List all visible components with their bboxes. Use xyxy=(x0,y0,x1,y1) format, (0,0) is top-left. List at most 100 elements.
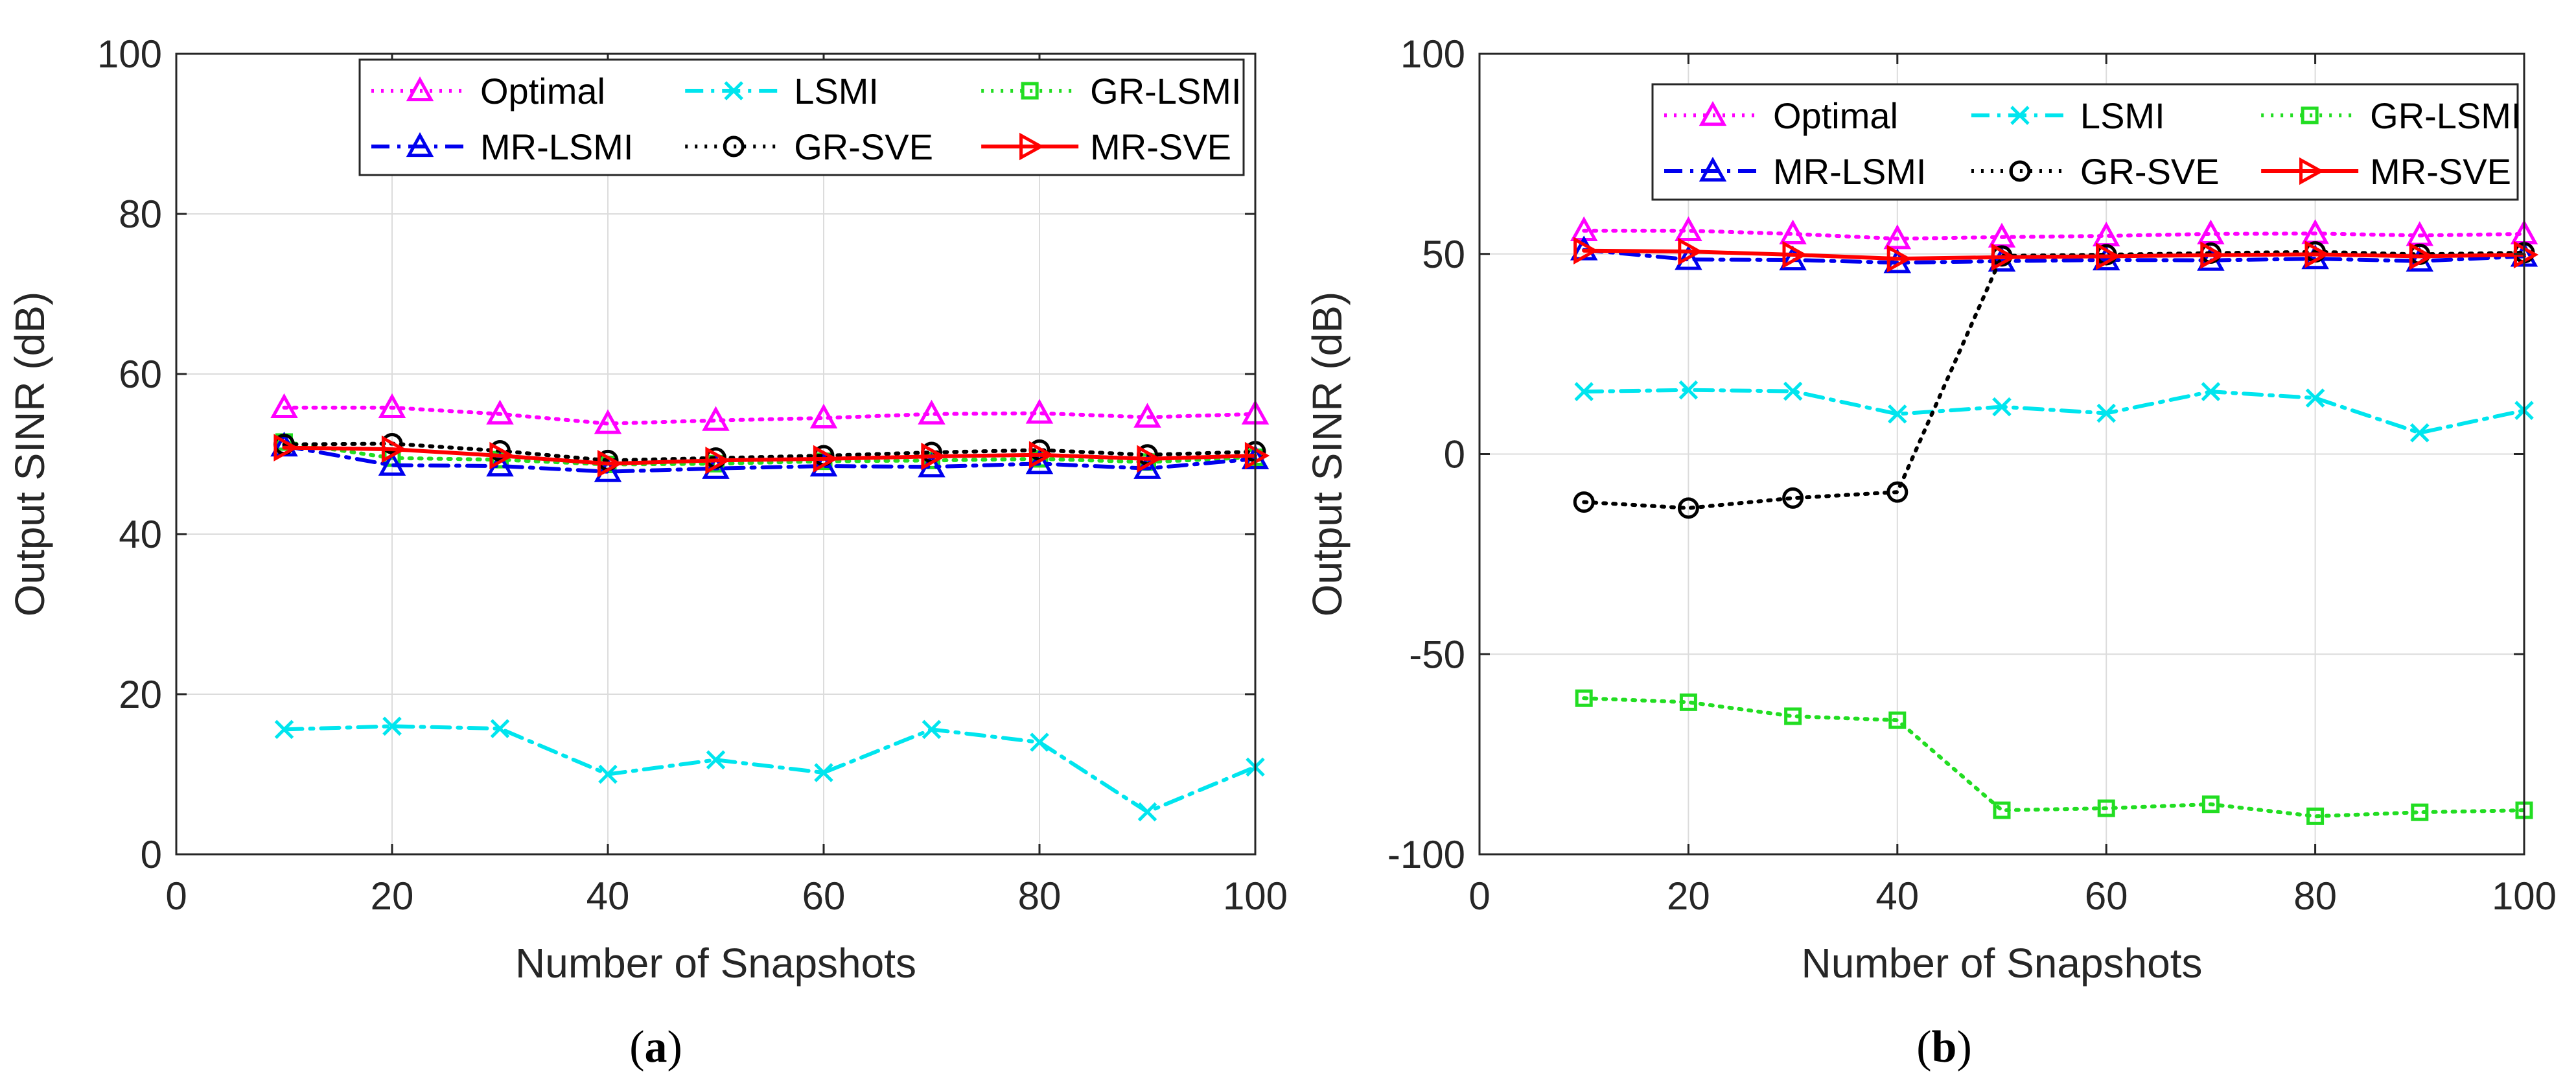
y-tick-label: 100 xyxy=(97,32,162,76)
legend-label: GR-SVE xyxy=(794,126,933,167)
legend-item-mr-lsmi: MR-LSMI xyxy=(371,126,633,167)
data-point-mr-sve-70 xyxy=(2200,241,2225,269)
data-point-lsmi-50-stroke-2 xyxy=(1992,397,2012,417)
data-point-gr-lsmi-50 xyxy=(1993,801,2011,819)
y-axis-label: Output SINR (dB) xyxy=(1304,292,1351,617)
data-point-gr-sve-10 xyxy=(1573,491,1595,513)
series-line-gr-lsmi xyxy=(282,439,1257,467)
chart-panel-b: 0 20 40 60 80 100 -100 -50 0 50 100 Number of Snaps… xyxy=(1304,32,2557,1072)
legend-label: Optimal xyxy=(480,71,605,111)
data-point-lsmi-10-stroke-2 xyxy=(274,719,294,740)
x-axis-label: Number of Snapshots xyxy=(515,940,916,987)
series-line-mr-sve xyxy=(282,445,1257,466)
legend-item-lsmi: LSMI xyxy=(685,71,879,111)
legend-marker xyxy=(2010,106,2030,125)
data-point-lsmi-20-stroke-2 xyxy=(382,716,402,736)
caption-part: b xyxy=(1932,1022,1957,1072)
data-point-lsmi-90 xyxy=(1137,802,1157,822)
y-tick-label: 50 xyxy=(1422,233,1465,276)
series-line-lsmi xyxy=(282,724,1257,814)
legend-label: GR-SVE xyxy=(2080,151,2220,192)
data-point-lsmi-80-stroke-2 xyxy=(2305,388,2325,408)
data-point-lsmi-10 xyxy=(1574,382,1594,401)
y-tick-label: 0 xyxy=(1444,433,1465,476)
x-tick-label: 0 xyxy=(165,874,187,918)
data-point-gr-lsmi-60 xyxy=(2097,799,2115,817)
legend: Optimal LSMI GR-LSMI MR-LSMI GR-SVE MR-SVE xyxy=(358,58,1245,176)
series-mr-sve xyxy=(273,434,1270,478)
caption-part: ( xyxy=(629,1022,644,1072)
legend-item-gr-lsmi: GR-LSMI xyxy=(981,71,1242,111)
legend-label: LSMI xyxy=(2080,95,2165,136)
data-point-mr-sve-50 xyxy=(1991,243,2017,271)
legend-marker xyxy=(1699,156,1727,182)
data-point-optimal-90 xyxy=(1133,403,1161,428)
data-point-optimal-40 xyxy=(594,409,622,434)
data-point-gr-sve-20 xyxy=(1677,497,1699,519)
data-point-lsmi-20 xyxy=(382,716,402,736)
x-tick-label: 0 xyxy=(1468,874,1490,918)
legend-marker xyxy=(2009,160,2031,182)
series-line-lsmi xyxy=(1582,388,2526,435)
data-point-gr-lsmi-10 xyxy=(1575,689,1593,707)
legend-label: GR-LSMI xyxy=(2370,95,2521,136)
data-point-optimal-70 xyxy=(918,399,946,425)
data-point-lsmi-30 xyxy=(490,719,510,738)
legend-item-mr-sve: MR-SVE xyxy=(981,126,1231,167)
data-point-mr-sve-40 xyxy=(1886,244,1912,273)
legend-label: MR-LSMI xyxy=(1773,151,1926,192)
data-point-lsmi-70 xyxy=(922,719,942,740)
data-point-lsmi-20-stroke-2 xyxy=(1678,380,1699,400)
data-point-gr-lsmi-80 xyxy=(2306,807,2325,825)
data-point-optimal-20 xyxy=(1675,216,1702,242)
data-point-optimal-10 xyxy=(270,393,298,418)
legend-item-optimal: Optimal xyxy=(1664,95,1898,136)
data-point-mr-lsmi-20 xyxy=(378,450,406,476)
y-tick-label: 60 xyxy=(119,353,162,396)
data-point-lsmi-30-stroke-2 xyxy=(490,719,510,738)
legend-box xyxy=(358,58,1245,176)
x-tick-label: 40 xyxy=(586,874,630,918)
series-mr-sve xyxy=(1573,237,2539,273)
x-tick-label: 100 xyxy=(2492,874,2557,918)
x-tick-label: 60 xyxy=(802,874,846,918)
data-point-mr-sve-100 xyxy=(1244,441,1270,470)
data-point-mr-lsmi-50 xyxy=(702,454,730,479)
data-point-mr-sve-30 xyxy=(489,441,515,470)
caption-part: a xyxy=(645,1022,667,1072)
legend-marker-stroke-2 xyxy=(2010,106,2030,125)
caption-part: ( xyxy=(1916,1022,1931,1072)
data-point-mr-sve-10 xyxy=(1573,237,1599,265)
data-point-mr-sve-90 xyxy=(1137,445,1162,473)
data-point-gr-lsmi-40 xyxy=(1888,711,1907,729)
x-axis-label: Number of Snapshots xyxy=(1802,940,2203,987)
series-optimal xyxy=(270,393,1270,434)
data-point-lsmi-40 xyxy=(1888,404,1907,424)
data-point-mr-sve-40 xyxy=(597,450,623,478)
legend-item-optimal: Optimal xyxy=(371,71,605,111)
data-point-mr-sve-20 xyxy=(381,435,407,463)
series-lsmi xyxy=(274,716,1265,822)
legend-marker xyxy=(2301,106,2319,124)
data-point-optimal-60 xyxy=(809,403,838,429)
data-point-optimal-30 xyxy=(1779,219,1807,244)
y-axis-label: Output SINR (dB) xyxy=(6,292,53,617)
legend-label: GR-LSMI xyxy=(1090,71,1241,111)
series-lsmi xyxy=(1574,380,2534,443)
data-point-lsmi-70 xyxy=(2201,382,2221,401)
data-point-gr-lsmi-20 xyxy=(1679,693,1697,711)
series-line-gr-lsmi xyxy=(1582,696,2526,819)
legend-marker xyxy=(2299,157,2325,185)
data-point-lsmi-30 xyxy=(1783,381,1803,401)
x-tick-label: 100 xyxy=(1223,874,1288,918)
data-point-lsmi-60 xyxy=(2096,403,2116,423)
data-point-mr-sve-90 xyxy=(2409,242,2434,270)
data-point-gr-lsmi-30 xyxy=(1784,707,1802,725)
panel-caption: (a) xyxy=(629,1022,682,1072)
legend-label: MR-LSMI xyxy=(480,126,633,167)
legend-marker xyxy=(406,76,434,102)
panel-caption: (b) xyxy=(1916,1022,1972,1072)
data-point-mr-sve-80 xyxy=(2304,240,2330,268)
caption-part: ) xyxy=(667,1022,682,1072)
